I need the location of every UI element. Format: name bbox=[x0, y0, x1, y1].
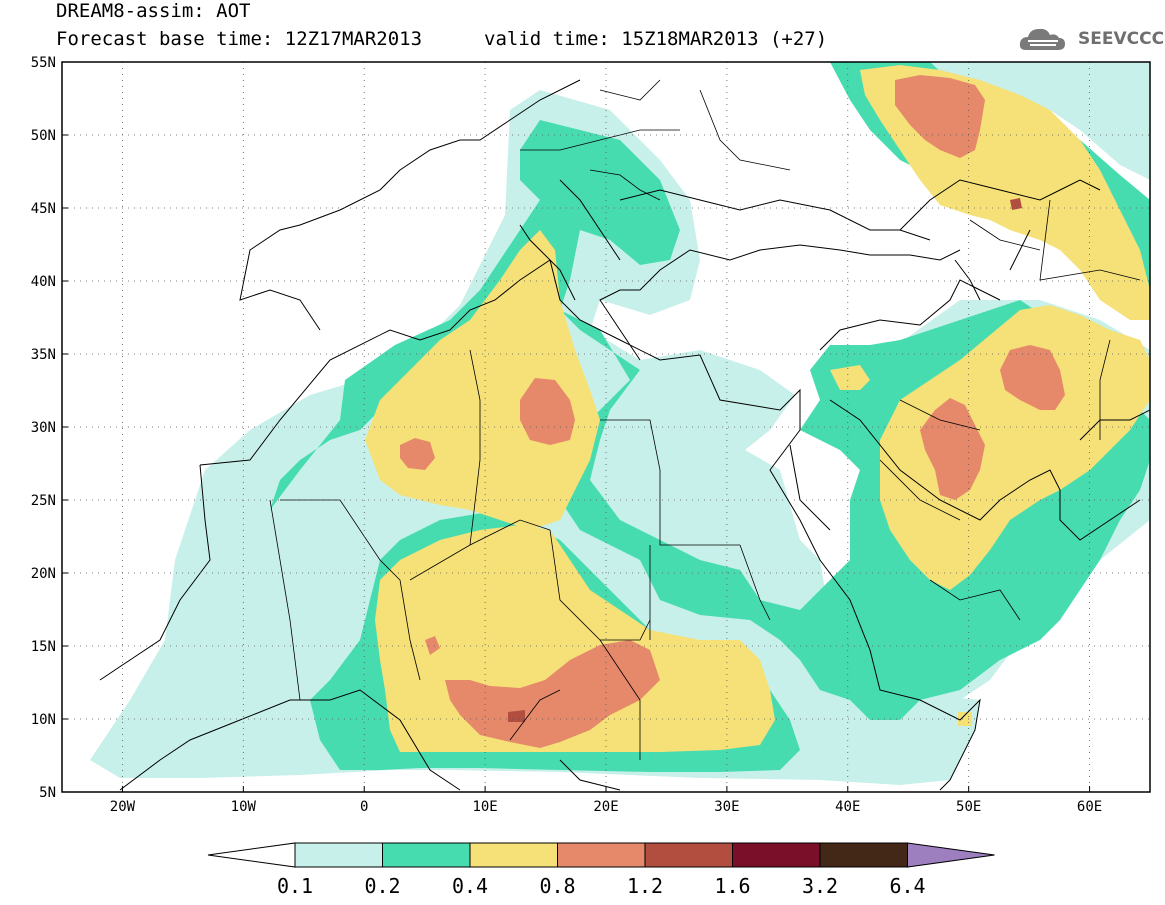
lon-label: 10W bbox=[231, 799, 257, 815]
colorbar-segment bbox=[819, 842, 908, 868]
colorbar-over-triangle bbox=[907, 842, 995, 868]
lat-label: 10N bbox=[31, 712, 56, 728]
logo-text: SEEVCCC bbox=[1078, 29, 1165, 49]
colorbar-segment bbox=[732, 842, 821, 868]
lat-label: 5N bbox=[39, 785, 56, 801]
colorbar-label: 1.2 bbox=[627, 874, 663, 898]
colorbar-label: 6.4 bbox=[889, 874, 925, 898]
lon-label: 50E bbox=[956, 799, 981, 815]
colorbar-label: 0.4 bbox=[452, 874, 488, 898]
colorbar-segment bbox=[382, 842, 471, 868]
longitude-labels: 20W 10W 0 10E 20E 30E 40E 50E 60E bbox=[110, 786, 1102, 815]
aot-contours bbox=[90, 62, 1150, 785]
lon-label: 60E bbox=[1077, 799, 1102, 815]
forecast-base-time: Forecast base time: 12Z17MAR2013 bbox=[56, 28, 423, 50]
coastlines bbox=[99, 79, 1150, 791]
map-title: DREAM8-assim: AOT bbox=[56, 0, 251, 22]
colorbar-label: 0.8 bbox=[539, 874, 575, 898]
colorbar-label: 0.2 bbox=[364, 874, 400, 898]
lat-label: 35N bbox=[31, 347, 56, 363]
valid-time: valid time: 15Z18MAR2013 (+27) bbox=[484, 28, 828, 50]
colorbar-under-triangle bbox=[207, 842, 296, 868]
latitude-labels: 55N 50N 45N 40N 35N 30N 25N 20N 15N 10N 5N bbox=[31, 55, 68, 801]
cloud-icon bbox=[1019, 28, 1065, 50]
country-borders bbox=[269, 79, 1141, 760]
lon-label: 20E bbox=[593, 799, 618, 815]
lat-label: 20N bbox=[31, 566, 56, 582]
colorbar-label: 1.6 bbox=[714, 874, 750, 898]
colorbar-segment bbox=[469, 842, 558, 868]
colorbar-segment bbox=[294, 842, 383, 868]
colorbar-segment bbox=[644, 842, 733, 868]
lat-label: 50N bbox=[31, 128, 56, 144]
aot-0.8-1.2 bbox=[400, 75, 1065, 748]
lat-label: 30N bbox=[31, 420, 56, 436]
colorbar-label: 0.1 bbox=[277, 874, 313, 898]
colorbar-label: 3.2 bbox=[802, 874, 838, 898]
lon-label: 40E bbox=[835, 799, 860, 815]
lon-label: 10E bbox=[472, 799, 497, 815]
color-bar: 0.1 0.2 0.4 0.8 1.2 1.6 3.2 6.4 bbox=[207, 842, 995, 898]
colorbar-segment bbox=[557, 842, 646, 868]
seevccc-logo: SEEVCCC bbox=[1018, 24, 1164, 54]
lon-label: 20W bbox=[110, 799, 136, 815]
lat-label: 25N bbox=[31, 493, 56, 509]
map-grid bbox=[62, 62, 1150, 792]
lat-label: 45N bbox=[31, 201, 56, 217]
lat-label: 40N bbox=[31, 274, 56, 290]
lon-label: 30E bbox=[714, 799, 739, 815]
lat-label: 15N bbox=[31, 639, 56, 655]
lat-label: 55N bbox=[31, 55, 56, 71]
lon-label: 0 bbox=[360, 799, 368, 815]
